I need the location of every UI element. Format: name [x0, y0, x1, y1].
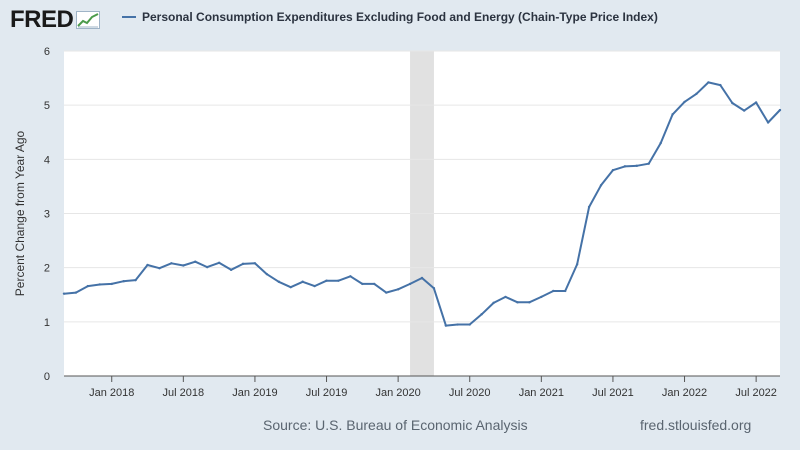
data-point[interactable] — [432, 287, 436, 290]
data-point[interactable] — [408, 282, 412, 286]
legend-label: Personal Consumption Expenditures Exclud… — [142, 10, 658, 24]
data-point[interactable] — [587, 205, 591, 209]
data-point[interactable] — [623, 165, 627, 168]
chart-header: FRED Personal Consumption Expenditures E… — [0, 0, 800, 40]
data-point[interactable] — [683, 100, 686, 104]
data-point[interactable] — [229, 268, 233, 272]
data-point[interactable] — [98, 283, 102, 286]
y-axis-label: Percent Change from Year Ago — [13, 130, 27, 296]
data-point[interactable] — [528, 301, 531, 304]
data-point[interactable] — [122, 280, 125, 283]
data-point[interactable] — [86, 284, 90, 288]
data-point[interactable] — [170, 262, 173, 265]
data-point[interactable] — [778, 108, 782, 112]
data-point[interactable] — [647, 162, 650, 165]
legend: Personal Consumption Expenditures Exclud… — [122, 10, 658, 24]
fred-logo[interactable]: FRED — [10, 6, 101, 34]
data-point[interactable] — [444, 324, 448, 327]
data-point[interactable] — [110, 282, 113, 286]
data-point[interactable] — [301, 280, 304, 283]
data-point[interactable] — [575, 263, 579, 266]
data-point[interactable] — [468, 323, 471, 326]
x-tick-label: Jan 2022 — [662, 387, 707, 399]
y-tick-label: 2 — [44, 263, 50, 275]
legend-swatch — [122, 16, 136, 18]
data-point[interactable] — [492, 301, 495, 305]
data-point[interactable] — [611, 168, 615, 172]
data-point[interactable] — [456, 323, 459, 326]
data-point[interactable] — [349, 275, 352, 278]
x-tick-label: Jan 2018 — [89, 387, 134, 399]
data-point[interactable] — [599, 184, 603, 187]
data-point[interactable] — [241, 262, 245, 266]
data-point[interactable] — [659, 141, 662, 145]
data-point[interactable] — [217, 261, 221, 264]
y-tick-label: 6 — [44, 46, 50, 58]
data-point[interactable] — [743, 109, 746, 112]
data-point[interactable] — [373, 282, 376, 286]
data-point[interactable] — [289, 285, 292, 289]
data-point[interactable] — [194, 260, 197, 263]
data-point[interactable] — [206, 265, 209, 269]
data-point[interactable] — [480, 313, 483, 316]
data-point[interactable] — [719, 83, 722, 87]
source-url[interactable]: fred.stlouisfed.org — [640, 417, 752, 433]
data-point[interactable] — [564, 289, 567, 293]
x-tick-label: Jul 2020 — [449, 387, 491, 399]
data-point[interactable] — [182, 264, 185, 267]
x-tick-label: Jan 2020 — [376, 387, 421, 399]
x-tick-label: Jul 2019 — [306, 387, 348, 399]
data-point[interactable] — [337, 279, 340, 282]
data-point[interactable] — [540, 295, 543, 299]
data-point[interactable] — [695, 92, 698, 95]
data-point[interactable] — [396, 288, 400, 291]
x-tick-label: Jan 2019 — [232, 387, 277, 399]
data-point[interactable] — [134, 278, 137, 282]
data-point[interactable] — [671, 113, 674, 116]
source-note: Source: U.S. Bureau of Economic Analysis — [263, 417, 528, 433]
data-point[interactable] — [420, 276, 424, 280]
data-point[interactable] — [754, 101, 758, 104]
x-tick-label: Jul 2022 — [735, 387, 777, 399]
data-point[interactable] — [385, 291, 388, 294]
x-tick-label: Jul 2021 — [592, 387, 634, 399]
y-tick-label: 4 — [44, 154, 50, 166]
data-point[interactable] — [731, 101, 734, 105]
data-point[interactable] — [635, 164, 638, 168]
data-point[interactable] — [552, 289, 555, 293]
data-point[interactable] — [158, 267, 161, 270]
data-point[interactable] — [504, 295, 507, 299]
data-point[interactable] — [62, 292, 66, 295]
y-tick-label: 0 — [44, 371, 50, 383]
data-point[interactable] — [766, 121, 770, 124]
data-point[interactable] — [277, 280, 280, 283]
x-tick-label: Jul 2018 — [163, 387, 205, 399]
data-point[interactable] — [361, 282, 364, 286]
data-point[interactable] — [707, 81, 710, 84]
data-point[interactable] — [74, 291, 78, 294]
trend-chart-icon — [76, 11, 101, 29]
data-point[interactable] — [253, 262, 257, 265]
y-tick-label: 3 — [44, 209, 50, 221]
y-tick-label: 5 — [44, 100, 50, 112]
data-point[interactable] — [265, 272, 269, 276]
data-point[interactable] — [146, 263, 149, 267]
data-point[interactable] — [325, 279, 328, 282]
y-tick-label: 1 — [44, 317, 50, 329]
fred-logo-text: FRED — [10, 6, 74, 33]
data-point[interactable] — [516, 301, 519, 304]
x-tick-label: Jan 2021 — [519, 387, 564, 399]
data-point[interactable] — [313, 284, 316, 288]
line-chart: 0 1 2 3 4 5 6 Jan 2018 Jul 2018 Jan 2019 Jul 2019 J… — [13, 46, 782, 399]
